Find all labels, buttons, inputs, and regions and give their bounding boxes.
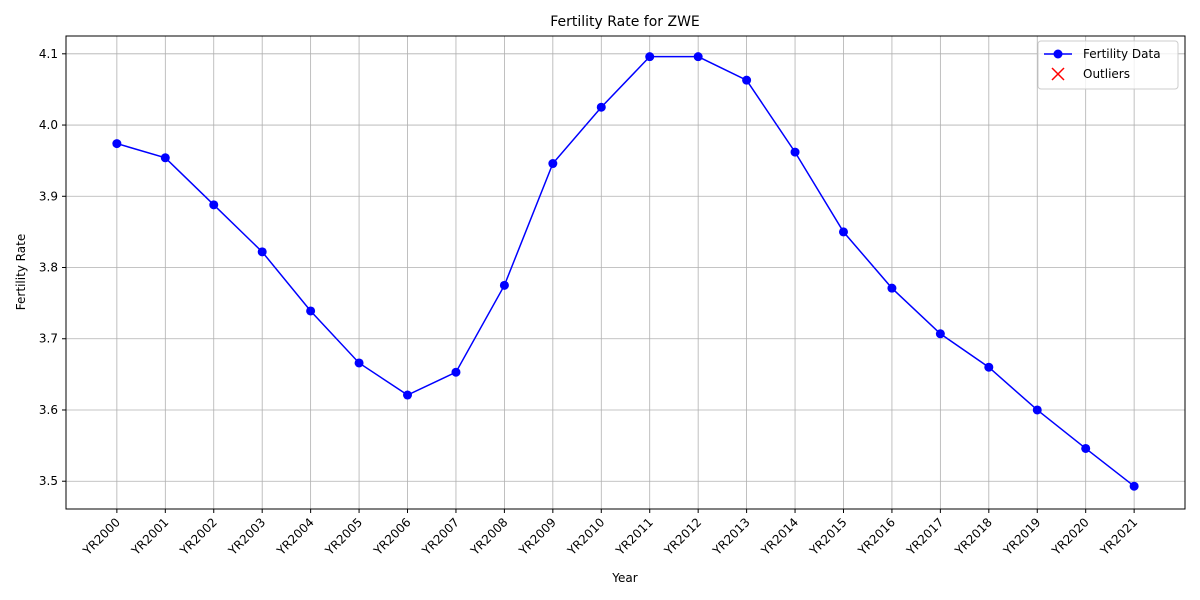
legend-marker	[1053, 49, 1063, 59]
y-tick-label: 3.7	[39, 332, 58, 346]
x-tick-label: YR2006	[370, 515, 413, 558]
legend-label: Fertility Data	[1083, 47, 1161, 61]
marker	[935, 329, 945, 339]
x-tick-label: YR2001	[128, 515, 171, 558]
y-tick-label: 3.6	[39, 403, 58, 417]
marker	[499, 280, 509, 290]
y-tick-label: 3.5	[39, 474, 58, 488]
x-tick-label: YR2004	[273, 515, 316, 558]
x-axis-label: Year	[611, 571, 637, 585]
y-tick-label: 3.9	[39, 189, 58, 203]
marker	[887, 283, 897, 293]
marker	[209, 200, 219, 210]
x-tick-label: YR2017	[903, 515, 946, 558]
x-tick-label: YR2015	[806, 515, 849, 558]
x-tick-label: YR2000	[80, 515, 123, 558]
x-tick-label: YR2008	[467, 515, 510, 558]
y-tick-label: 4.1	[39, 47, 58, 61]
marker	[257, 247, 267, 257]
x-tick-label: YR2012	[661, 515, 704, 558]
x-tick-label: YR2010	[564, 515, 607, 558]
marker	[693, 52, 703, 62]
x-tick-label: YR2007	[419, 515, 462, 558]
x-tick-label: YR2011	[613, 515, 656, 558]
marker	[742, 75, 752, 85]
marker	[1081, 443, 1091, 453]
marker	[645, 52, 655, 62]
y-tick-label: 3.8	[39, 261, 58, 275]
marker	[160, 153, 170, 163]
x-tick-label: YR2013	[709, 515, 752, 558]
marker	[838, 227, 848, 237]
marker	[306, 306, 316, 316]
marker	[1032, 405, 1042, 415]
x-tick-label: YR2003	[225, 515, 268, 558]
legend-label: Outliers	[1083, 67, 1130, 81]
marker	[548, 159, 558, 169]
y-tick-label: 4.0	[39, 118, 58, 132]
marker	[984, 362, 994, 372]
x-tick-label: YR2009	[516, 515, 559, 558]
legend-box	[1037, 40, 1179, 90]
marker	[403, 390, 413, 400]
legend-marker	[1051, 67, 1065, 81]
x-tick-label: YR2020	[1049, 515, 1092, 558]
chart-title: Fertility Rate for ZWE	[550, 14, 700, 30]
x-tick-label: YR2018	[952, 515, 995, 558]
x-tick-label: YR2021	[1097, 515, 1140, 558]
x-tick-label: YR2016	[855, 515, 898, 558]
plot-frame	[65, 35, 1186, 510]
marker	[112, 139, 122, 149]
x-tick-label: YR2019	[1000, 515, 1043, 558]
x-tick-label: YR2002	[177, 515, 220, 558]
marker	[790, 147, 800, 157]
marker	[354, 358, 364, 368]
x-tick-label: YR2005	[322, 515, 365, 558]
marker	[1129, 481, 1139, 491]
marker	[451, 367, 461, 377]
y-axis-label: Fertility Rate	[14, 234, 28, 310]
line	[116, 55, 1135, 487]
x-tick-label: YR2014	[758, 515, 801, 558]
marker	[596, 102, 606, 112]
